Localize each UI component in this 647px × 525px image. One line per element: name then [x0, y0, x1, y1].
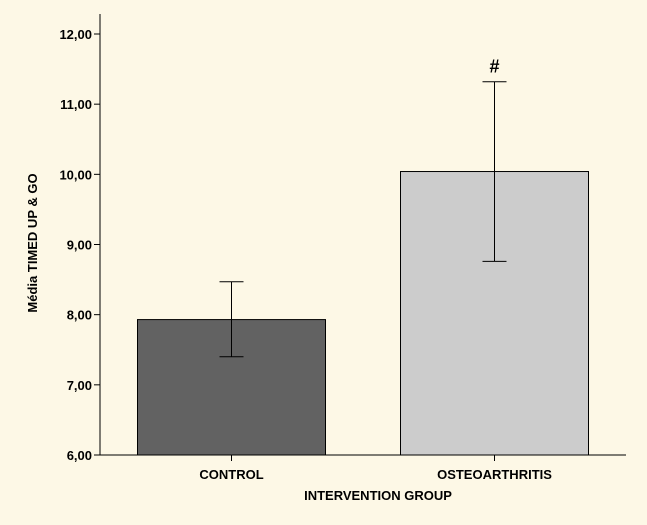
y-tick-label: 6,00	[67, 448, 92, 463]
x-tick-label: CONTROL	[199, 467, 263, 482]
y-tick-label: 10,00	[59, 167, 92, 182]
y-tick-label: 12,00	[59, 27, 92, 42]
y-tick-label: 11,00	[60, 97, 92, 112]
y-tick-label: 7,00	[67, 378, 92, 393]
bars	[138, 172, 589, 455]
y-tick-label: 9,00	[67, 238, 92, 253]
x-axis-title: INTERVENTION GROUP	[304, 488, 452, 503]
y-axis-title: Média TIMED UP & GO	[25, 173, 40, 312]
x-tick-label: OSTEOARTHRITIS	[437, 467, 552, 482]
significance-marker: #	[489, 57, 499, 77]
y-tick-label: 8,00	[67, 308, 92, 323]
